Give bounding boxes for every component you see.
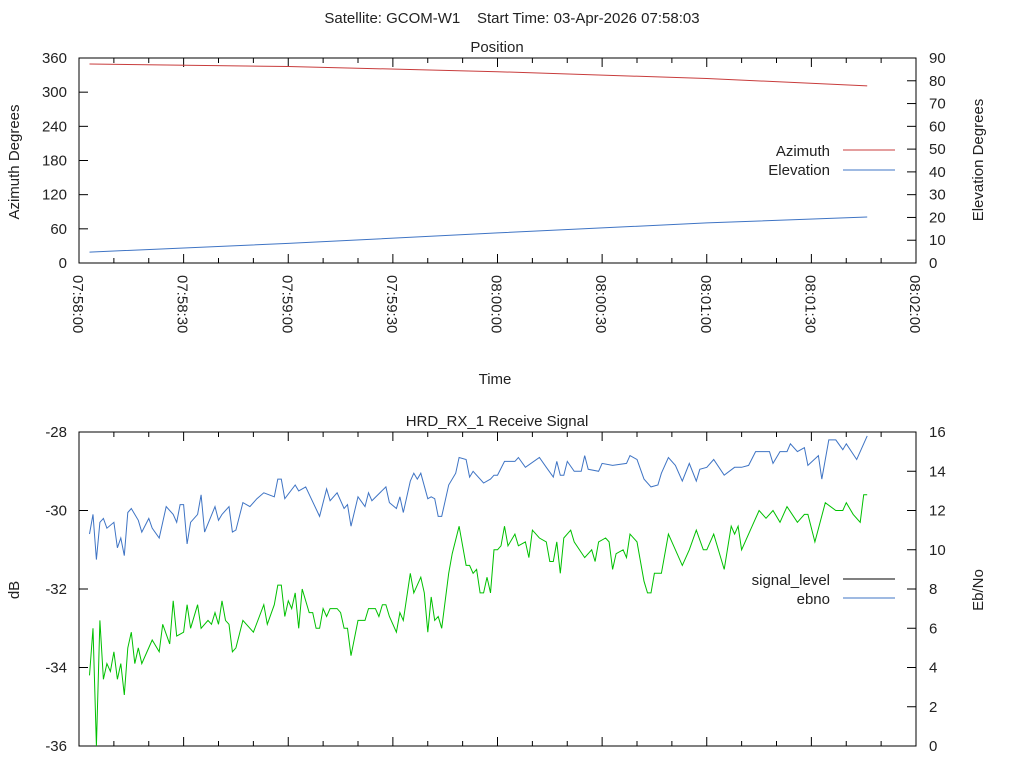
y2-tick-label: 6 xyxy=(929,620,937,637)
plot-frame xyxy=(78,57,917,264)
y2-tick-label: 0 xyxy=(929,255,937,272)
y-tick-label: 60 xyxy=(50,221,67,238)
legend-label-elevation: Elevation xyxy=(768,162,830,179)
legend-label-ebno: ebno xyxy=(797,591,830,608)
x-tick-label: 07:59:00 xyxy=(278,275,295,333)
y-tick-label: -28 xyxy=(45,424,67,441)
y2-tick-label: 16 xyxy=(929,424,946,441)
y2-tick-label: 14 xyxy=(929,463,946,480)
y2-tick-label: 50 xyxy=(929,141,946,158)
y-tick-label: 0 xyxy=(59,255,67,272)
position-chart: Position Time Azimuth Degrees Elevation … xyxy=(6,39,987,388)
y2-tick-label: 10 xyxy=(929,542,946,559)
y-tick-label: -34 xyxy=(45,660,67,677)
y2-tick-label: 90 xyxy=(929,50,946,67)
y2-tick-label: 30 xyxy=(929,187,946,204)
y2-tick-label: 8 xyxy=(929,581,937,598)
position-chart-title: Position xyxy=(470,39,523,56)
report-title: Satellite: GCOM-W1 Start Time: 03-Apr-20… xyxy=(324,10,699,27)
series-0-line xyxy=(89,435,868,560)
signal-chart: HRD_RX_1 Receive Signal dB Eb/No signal_… xyxy=(6,413,987,755)
y2-tick-label: 40 xyxy=(929,164,946,181)
legend-label-signal-level: signal_level xyxy=(752,572,830,589)
azimuth-line xyxy=(89,63,868,87)
y2-tick-label: 60 xyxy=(929,118,946,135)
plot-frame xyxy=(78,431,917,747)
y2-tick-label: 80 xyxy=(929,73,946,90)
y2-tick-label: 4 xyxy=(929,660,937,677)
y-tick-label: -32 xyxy=(45,581,67,598)
position-y2-axis-label: Elevation Degrees xyxy=(970,99,987,222)
position-y-axis-label: Azimuth Degrees xyxy=(6,104,23,219)
x-tick-label: 08:00:30 xyxy=(592,275,609,333)
x-tick-label: 08:01:30 xyxy=(801,275,818,333)
signal-y2-axis-label: Eb/No xyxy=(970,569,987,611)
y2-tick-label: 12 xyxy=(929,503,946,520)
y2-tick-label: 2 xyxy=(929,699,937,716)
y-tick-label: 120 xyxy=(42,187,67,204)
y2-tick-label: 10 xyxy=(929,232,946,249)
x-tick-label: 07:58:00 xyxy=(69,275,86,333)
signal-chart-title: HRD_RX_1 Receive Signal xyxy=(406,413,589,430)
y-tick-label: 300 xyxy=(42,84,67,101)
x-tick-label: 08:00:00 xyxy=(488,275,505,333)
x-tick-label: 07:58:30 xyxy=(174,275,191,333)
y-tick-label: -36 xyxy=(45,738,67,755)
x-tick-label: 07:59:30 xyxy=(383,275,400,333)
y-tick-label: 360 xyxy=(42,50,67,67)
x-tick-label: 08:01:00 xyxy=(697,275,714,333)
y2-tick-label: 20 xyxy=(929,209,946,226)
y-tick-label: 240 xyxy=(42,118,67,135)
series-1-line xyxy=(89,494,868,747)
signal-y-axis-label: dB xyxy=(6,581,23,599)
elevation-line xyxy=(89,216,868,253)
y2-tick-label: 0 xyxy=(929,738,937,755)
x-tick-label: 08:02:00 xyxy=(906,275,923,333)
legend-label-azimuth: Azimuth xyxy=(776,143,830,160)
position-x-axis-label: Time xyxy=(479,371,512,388)
y2-tick-label: 70 xyxy=(929,96,946,113)
y-tick-label: -30 xyxy=(45,503,67,520)
y-tick-label: 180 xyxy=(42,153,67,170)
